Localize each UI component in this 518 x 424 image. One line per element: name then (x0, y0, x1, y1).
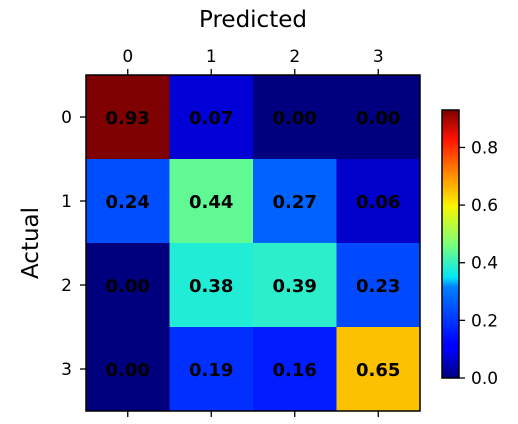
x-axis-label: Predicted (199, 7, 307, 33)
colorbar-ticks: 0.0 0.2 0.4 0.6 0.8 (459, 138, 498, 389)
x-tick-label-0: 0 (122, 47, 133, 67)
y-axis-ticks: 0 1 2 3 (61, 108, 86, 380)
cell-value-label-r2-c2: 0.39 (273, 276, 317, 297)
x-tick-label-1: 1 (206, 47, 217, 67)
cell-value-label-r1-c1: 0.44 (189, 192, 233, 213)
cell-value-label-r0-c2: 0.00 (273, 108, 317, 129)
cell-value-label-r2-c1: 0.38 (189, 276, 233, 297)
colorbar-tick-label-4: 0.8 (471, 138, 498, 158)
x-tick-label-3: 3 (373, 47, 384, 67)
colorbar (442, 110, 459, 378)
colorbar-tick-label-0: 0.0 (471, 369, 498, 389)
cell-value-label-r2-c0: 0.00 (106, 276, 150, 297)
cell-value-label-r3-c2: 0.16 (273, 360, 317, 381)
colorbar-tick-label-3: 0.6 (471, 196, 498, 216)
colorbar-tick-label-2: 0.4 (471, 254, 498, 274)
cell-value-label-r3-c0: 0.00 (106, 360, 150, 381)
cell-value-label-r0-c0: 0.93 (106, 108, 150, 129)
cell-value-label-r3-c3: 0.65 (356, 360, 400, 381)
y-tick-label-0: 0 (61, 108, 72, 128)
cell-value-label-r3-c1: 0.19 (189, 360, 233, 381)
colorbar-tick-label-1: 0.2 (471, 311, 498, 331)
y-axis-label: Actual (18, 207, 44, 279)
x-tick-label-2: 2 (289, 47, 300, 67)
cell-value-label-r1-c2: 0.27 (273, 192, 317, 213)
cell-value-label-r0-c3: 0.00 (356, 108, 400, 129)
cell-value-label-r2-c3: 0.23 (356, 276, 400, 297)
y-tick-label-3: 3 (61, 360, 72, 380)
cell-value-label-r1-c3: 0.06 (356, 192, 400, 213)
y-tick-label-2: 2 (61, 276, 72, 296)
y-tick-label-1: 1 (61, 192, 72, 212)
cell-value-label-r0-c1: 0.07 (189, 108, 233, 129)
cell-value-label-r1-c0: 0.24 (106, 192, 150, 213)
